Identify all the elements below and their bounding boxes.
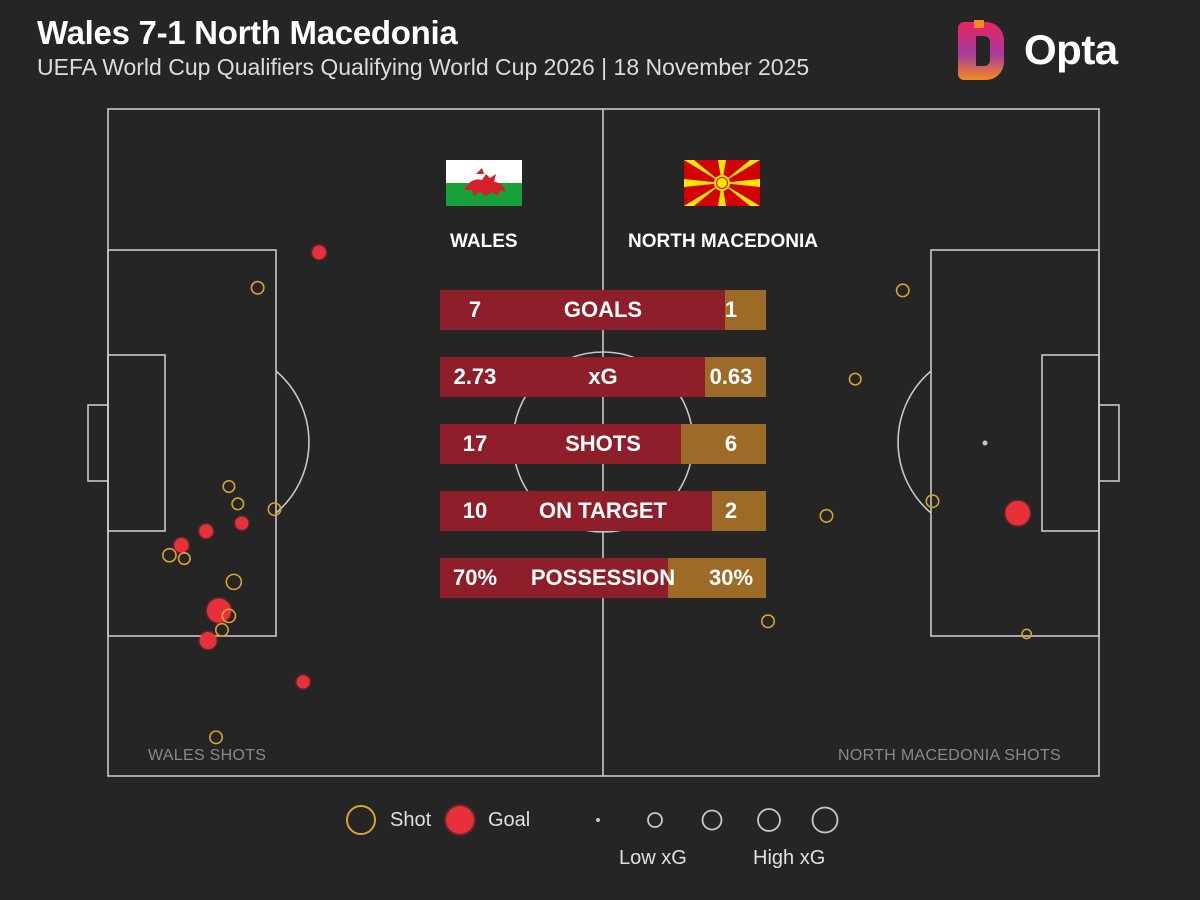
away-team-name: NORTH MACEDONIA <box>628 231 818 252</box>
home-goal-marker-1 <box>310 243 328 261</box>
home-stat-value: 70% <box>452 565 498 590</box>
home-shot-marker-0 <box>250 280 265 295</box>
home-shot-marker-14 <box>214 622 229 637</box>
home-goal-marker-2 <box>233 515 250 532</box>
home-stat-bar <box>440 290 725 330</box>
stat-label: SHOTS <box>565 431 641 456</box>
legend-markers <box>346 804 839 836</box>
north-macedonia-flag-icon <box>684 160 760 206</box>
wales-flag-icon <box>446 160 522 206</box>
stat-label: POSSESSION <box>530 565 676 590</box>
home-stat-bar <box>440 357 705 397</box>
away-stat-bar <box>712 491 766 531</box>
opta-logo-icon <box>958 20 1004 80</box>
home-shot-marker-16 <box>209 730 224 745</box>
legend-goal-marker <box>444 804 476 836</box>
away-shot-marker-6 <box>761 614 776 629</box>
away-stat-value: 6 <box>724 431 738 456</box>
home-team-name: WALES <box>450 231 518 252</box>
away-shot-marker-5 <box>1021 628 1033 640</box>
home-stat-value: 17 <box>462 431 488 456</box>
home-shots-label: WALES SHOTS <box>148 747 267 764</box>
away-stat-value: 2 <box>724 498 738 523</box>
away-stat-bar <box>705 357 766 397</box>
legend-xg-size-4 <box>757 808 781 832</box>
legend-shot-marker <box>346 805 376 835</box>
legend-shot-label: Shot <box>390 809 432 831</box>
stat-label: ON TARGET <box>539 498 667 523</box>
home-stat-bar <box>440 558 668 598</box>
legend-high-xg-label: High xG <box>753 847 826 869</box>
home-shot-marker-12 <box>221 608 237 624</box>
legend-xg-size-5 <box>811 806 839 834</box>
home-goal-marker-6 <box>197 522 215 540</box>
home-shot-marker-9 <box>177 551 191 566</box>
away-stat-bar <box>725 290 766 330</box>
legend-xg-size-1 <box>596 818 600 822</box>
away-stat-value: 1 <box>724 297 738 322</box>
away-shot-marker-0 <box>895 283 910 298</box>
away-stat-value: 30% <box>708 565 754 590</box>
home-penalty-box <box>107 249 277 637</box>
away-shot-marker-2 <box>925 494 940 509</box>
stat-label: GOALS <box>563 297 643 322</box>
home-shot-marker-3 <box>267 502 282 517</box>
home-shot-marker-8 <box>162 547 177 563</box>
home-shot-marker-4 <box>222 479 236 494</box>
shots-layer <box>162 243 1033 745</box>
stat-row-possession: 70% POSSESSION 30% <box>440 558 766 598</box>
legend-low-xg-label: Low xG <box>619 847 687 869</box>
away-shots-label: NORTH MACEDONIA SHOTS <box>838 747 1061 764</box>
away-stat-bar <box>668 558 766 598</box>
away-penalty-arc <box>897 370 932 514</box>
away-penalty-box <box>930 249 1100 637</box>
home-six-yard-box <box>107 354 166 532</box>
stat-row-on-target: 10 ON TARGET 2 <box>440 491 766 531</box>
away-stat-value: 0.63 <box>709 364 753 389</box>
chart-subtitle: UEFA World Cup Qualifiers Qualifying Wor… <box>37 54 810 80</box>
home-stat-value: 2.73 <box>453 364 497 389</box>
home-stat-bar <box>440 424 681 464</box>
stat-row-goals: 7 GOALS 1 <box>440 290 766 330</box>
home-goal <box>87 404 109 482</box>
home-goal-marker-13 <box>198 630 219 651</box>
stat-row-xg: 2.73 xG 0.63 <box>440 357 766 397</box>
stat-label: xG <box>588 364 618 389</box>
away-shot-marker-4 <box>819 508 834 523</box>
stat-row-shots: 17 SHOTS 6 <box>440 424 766 464</box>
home-goal-marker-7 <box>172 536 191 554</box>
away-goal <box>1098 404 1120 482</box>
home-goal-marker-11 <box>205 597 233 625</box>
away-goal-marker-3 <box>1003 499 1032 528</box>
away-stat-bar <box>681 424 766 464</box>
away-penalty-spot <box>982 440 988 446</box>
home-shot-marker-5 <box>231 497 245 511</box>
legend-xg-size-3 <box>701 809 723 831</box>
home-stat-bar <box>440 491 712 531</box>
legend-goal-label: Goal <box>488 809 531 831</box>
opta-logo-text: Opta <box>1024 26 1118 73</box>
away-six-yard-box <box>1041 354 1100 532</box>
chart-title: Wales 7-1 North Macedonia <box>37 14 458 51</box>
home-goal-marker-15 <box>295 673 312 691</box>
home-stat-value: 7 <box>468 297 482 322</box>
legend-xg-size-2 <box>647 812 663 828</box>
away-shot-marker-1 <box>848 372 862 386</box>
home-penalty-arc <box>275 370 310 514</box>
home-shot-marker-10 <box>225 573 243 591</box>
home-stat-value: 10 <box>462 498 488 523</box>
